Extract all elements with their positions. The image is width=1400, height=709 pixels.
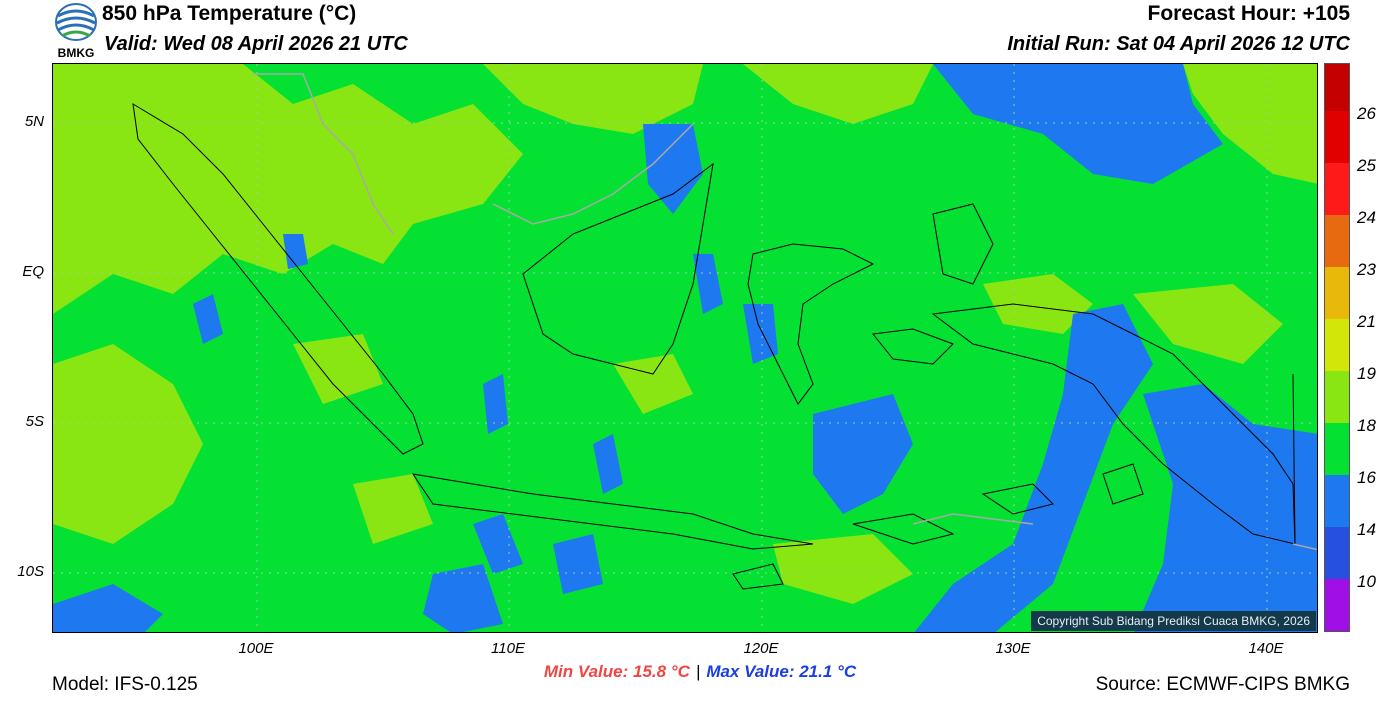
colorbar-segment bbox=[1325, 267, 1349, 319]
colorbar-label: 25 bbox=[1357, 156, 1376, 175]
copyright-notice: Copyright Sub Bidang Prediksi Cuaca BMKG… bbox=[1031, 611, 1316, 631]
colorbar-label: 24 bbox=[1357, 208, 1376, 227]
colorbar-segment bbox=[1325, 371, 1349, 423]
lat-label-10s: 10S bbox=[17, 563, 44, 580]
cool-regions bbox=[53, 64, 1317, 632]
coastlines bbox=[132, 103, 1296, 590]
colorbar-segment bbox=[1325, 215, 1349, 267]
colorbar-segment bbox=[1325, 579, 1349, 631]
colorbar-label: 14 bbox=[1357, 520, 1376, 539]
colorbar-label: 26 bbox=[1357, 104, 1376, 123]
lat-label-5s: 5S bbox=[25, 413, 44, 430]
min-value: Min Value: 15.8 °C bbox=[543, 662, 690, 681]
colorbar-label: 23 bbox=[1357, 260, 1376, 279]
colorbar bbox=[1324, 63, 1350, 632]
map-field bbox=[53, 64, 1317, 632]
max-value: Max Value: 21.1 °C bbox=[706, 662, 857, 681]
borders bbox=[253, 73, 1317, 551]
colorbar-segment bbox=[1325, 111, 1349, 163]
bmkg-logo: BMKG bbox=[52, 2, 100, 60]
colorbar-label: 16 bbox=[1357, 468, 1376, 487]
initial-run: Initial Run: Sat 04 April 2026 12 UTC bbox=[1007, 33, 1350, 55]
lon-label-130e: 130E bbox=[995, 640, 1031, 657]
lon-label-100e: 100E bbox=[238, 640, 274, 657]
lon-label-140e: 140E bbox=[1248, 640, 1284, 657]
lon-label-120e: 120E bbox=[743, 640, 779, 657]
logo-text: BMKG bbox=[58, 46, 95, 60]
min-max-values: Min Value: 15.8 °C | Max Value: 21.1 °C bbox=[0, 662, 1400, 682]
map-title: 850 hPa Temperature (°C) bbox=[102, 2, 357, 25]
colorbar-label: 21 bbox=[1357, 312, 1376, 331]
valid-time: Valid: Wed 08 April 2026 21 UTC bbox=[104, 33, 408, 55]
lat-label-5n: 5N bbox=[24, 113, 44, 130]
temperature-map: Copyright Sub Bidang Prediksi Cuaca BMKG… bbox=[52, 63, 1318, 633]
forecast-hour: Forecast Hour: +105 bbox=[1147, 2, 1351, 25]
separator: | bbox=[695, 662, 701, 681]
colorbar-label: 18 bbox=[1357, 416, 1376, 435]
colorbar-segment bbox=[1325, 475, 1349, 527]
lat-label-eq: EQ bbox=[22, 263, 44, 280]
model-label: Model: IFS-0.125 bbox=[52, 674, 198, 695]
colorbar-segment bbox=[1325, 163, 1349, 215]
colorbar-label: 19 bbox=[1357, 364, 1376, 383]
source-label: Source: ECMWF-CIPS BMKG bbox=[1095, 674, 1350, 695]
colorbar-segment bbox=[1325, 423, 1349, 475]
warm-regions bbox=[53, 64, 1317, 604]
colorbar-label: 10 bbox=[1357, 572, 1376, 591]
colorbar-segment bbox=[1325, 64, 1349, 111]
colorbar-segment bbox=[1325, 527, 1349, 579]
grid-lines bbox=[53, 64, 1317, 632]
lon-label-110e: 110E bbox=[491, 640, 525, 657]
colorbar-segment bbox=[1325, 319, 1349, 371]
